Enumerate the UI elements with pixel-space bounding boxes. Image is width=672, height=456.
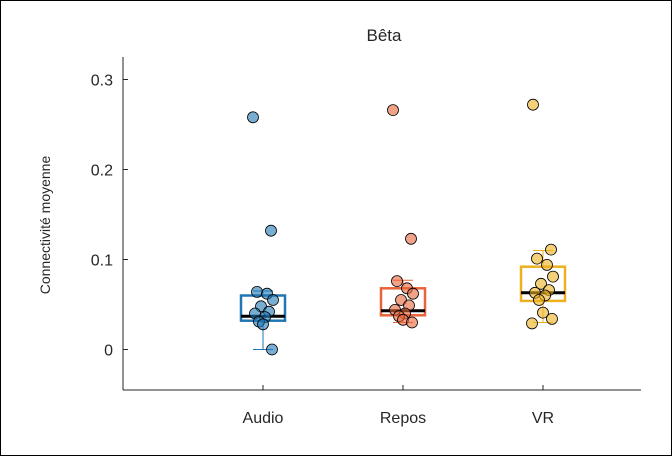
data-point (541, 258, 553, 271)
axes-group: 0 0.1 0.2 0.3 Audio Repos VR (91, 57, 641, 427)
data-point (527, 98, 539, 111)
data-point (546, 312, 558, 325)
data-point (257, 318, 269, 331)
data-point (267, 294, 279, 306)
data-point (545, 243, 557, 256)
data-point (406, 316, 418, 329)
data-point (407, 287, 419, 300)
data-point (547, 270, 559, 283)
y-tick-label: 0.3 (91, 73, 113, 90)
x-tick-label: Repos (380, 410, 426, 427)
data-point (531, 252, 543, 265)
data-point (266, 343, 278, 356)
data-point (405, 232, 417, 245)
box-group-audio (239, 111, 287, 356)
boxes-group (239, 98, 567, 356)
data-point (251, 285, 263, 298)
x-tick-label: VR (532, 410, 554, 427)
y-axis-label: Connectivité moyenne (37, 156, 53, 295)
data-point (247, 111, 259, 124)
data-point (265, 224, 277, 237)
box-group-vr (519, 98, 567, 330)
box-group-repos (379, 104, 427, 329)
data-point (533, 294, 545, 306)
data-point (535, 277, 547, 290)
data-point (537, 306, 549, 319)
data-point (387, 104, 399, 116)
y-tick-label: 0.2 (91, 163, 113, 180)
y-tick-label: 0 (104, 343, 113, 360)
data-point (391, 275, 403, 288)
y-tick-label: 0.1 (91, 253, 113, 270)
data-point (526, 317, 538, 330)
chart-title: Bêta (367, 26, 403, 45)
x-tick-label: Audio (243, 410, 284, 427)
